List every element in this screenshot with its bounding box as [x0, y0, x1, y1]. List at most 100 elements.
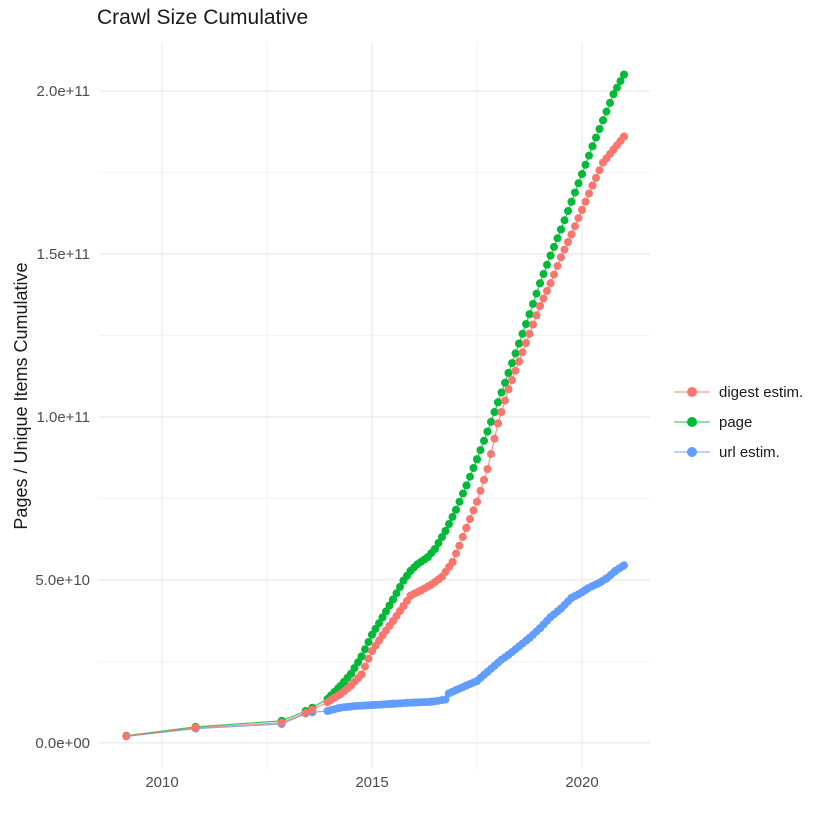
series-point-page [497, 388, 506, 397]
series-point-digest-estim [567, 230, 576, 239]
series-point-digest-estim [301, 708, 310, 717]
series-point-digest-estim [585, 189, 593, 198]
series-point-page [347, 669, 355, 678]
series-point-digest-estim [490, 434, 499, 443]
series-point-digest-estim [308, 705, 317, 714]
series-point-page [585, 151, 593, 160]
series-point-page [357, 652, 366, 661]
series-point-digest-estim [620, 132, 628, 141]
legend-key-line-point-icon [674, 384, 710, 400]
series-point-page [564, 207, 572, 215]
series-point-digest-estim [588, 181, 597, 190]
series-point-page [462, 481, 471, 490]
series-point-digest-estim [458, 532, 467, 541]
series-point-page [455, 497, 464, 506]
series-point-page [438, 533, 446, 541]
series-point-digest-estim [497, 408, 506, 416]
legend-key-dot-icon [687, 417, 697, 427]
series-point-page [431, 545, 439, 553]
series-point-page [448, 512, 457, 521]
series-point-page [361, 645, 369, 654]
series-point-page [515, 339, 523, 348]
series-point-page [546, 251, 555, 260]
series-point-page [560, 216, 569, 225]
series-point-digest-estim [578, 205, 586, 214]
series-point-page [508, 359, 516, 368]
series-point-page [473, 455, 481, 464]
series-point-digest-estim [592, 173, 600, 182]
legend-label: page [719, 413, 753, 431]
series-point-page [385, 601, 394, 610]
series-point-page [609, 90, 618, 99]
series-point-page [354, 658, 362, 667]
series-point-digest-estim [480, 475, 488, 484]
series-point-digest-estim [487, 449, 495, 458]
series-point-page [487, 417, 495, 426]
series-point-digest-estim [504, 385, 513, 394]
y-tick-label: 2.0e+11 [36, 83, 90, 100]
series-point-page [375, 619, 383, 628]
series-point-digest-estim [364, 654, 373, 663]
series-point-page [392, 589, 401, 598]
series-point-page [501, 378, 509, 387]
series-point-page [364, 638, 373, 646]
series-point-page [389, 595, 397, 604]
series-point-digest-estim [494, 419, 502, 428]
series-point-page [518, 329, 527, 338]
series-point-digest-estim [532, 311, 541, 320]
x-tick-label: 2015 [355, 774, 388, 791]
series-point-digest-estim [525, 329, 534, 338]
legend-label: digest estim. [719, 383, 804, 401]
series-point-page [445, 520, 453, 528]
legend-key-dot-icon [687, 447, 697, 457]
series-point-page [476, 446, 485, 455]
series-point-digest-estim [518, 348, 527, 357]
series-point-digest-estim [483, 465, 492, 474]
series-point-page [511, 349, 520, 358]
series-point-page [529, 299, 537, 308]
series-point-digest-estim [564, 238, 572, 246]
legend-label: url estim. [719, 443, 780, 461]
series-point-url-estim [620, 561, 628, 570]
series-point-digest-estim [473, 497, 481, 506]
series-point-digest-estim [560, 245, 569, 254]
series-point-page [441, 527, 450, 535]
series-point-page [613, 83, 621, 92]
series-point-page [620, 70, 628, 79]
series-point-digest-estim [466, 515, 474, 524]
series-point-page [616, 77, 625, 86]
series-point-page [490, 408, 499, 416]
x-tick-label: 2020 [565, 774, 598, 791]
series-point-digest-estim [574, 214, 583, 223]
series-point-digest-estim [543, 286, 551, 295]
series-point-page [539, 270, 548, 278]
legend-key-line-point-icon [674, 414, 710, 430]
series-point-page [459, 489, 467, 498]
series-point-page [504, 368, 513, 377]
series-point-page [602, 107, 611, 116]
series-point-page [578, 170, 586, 179]
series-point-digest-estim [557, 253, 565, 262]
series-point-page [553, 234, 562, 243]
series-point-page [378, 613, 387, 622]
series-point-page [574, 179, 583, 188]
series-point-page [581, 160, 590, 169]
series-point-digest-estim [529, 320, 537, 329]
y-tick-label: 1.0e+11 [36, 409, 90, 426]
series-point-digest-estim [357, 670, 366, 679]
series-point-page [480, 436, 488, 445]
series-point-page [543, 260, 551, 269]
legend-item-url-estim: url estim. [674, 437, 803, 467]
series-point-page [434, 539, 443, 547]
series-point-page [522, 320, 530, 328]
legend: digest estim. page url estim. [674, 377, 803, 467]
series-point-digest-estim [469, 506, 478, 515]
series-point-page [595, 125, 604, 133]
series-point-digest-estim [550, 270, 558, 279]
series-point-digest-estim [522, 339, 530, 347]
series-point-page [599, 116, 607, 125]
series-point-digest-estim [462, 523, 471, 532]
y-tick-label: 0.0e+00 [35, 735, 90, 752]
series-point-page [550, 242, 558, 251]
